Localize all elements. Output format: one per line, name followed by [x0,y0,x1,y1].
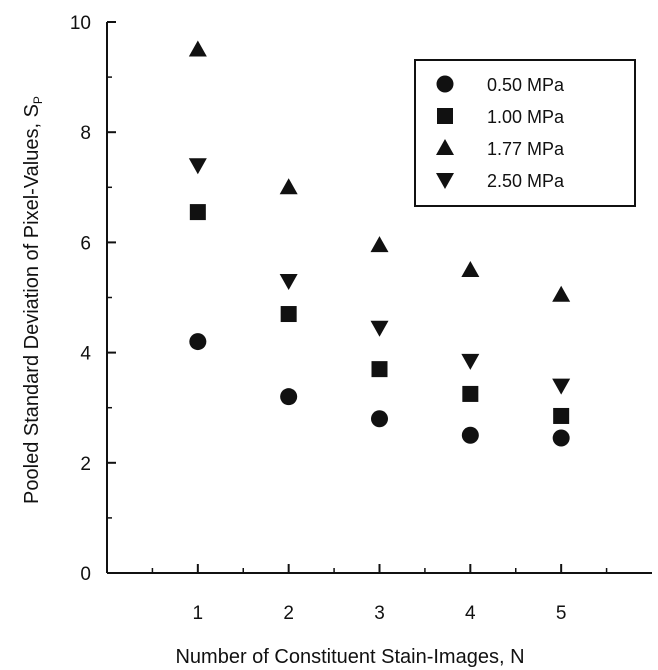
data-point-square [189,204,206,221]
series-circle [189,333,570,447]
legend-marker-triangle-up [436,139,454,155]
y-tick-label: 4 [80,344,91,365]
y-tick-label: 0 [80,564,91,585]
data-point-square [462,385,479,402]
y-tick-label: 10 [70,13,91,34]
x-tick-label: 5 [556,603,567,624]
data-point-circle [552,429,570,447]
data-point-triangle-down [370,320,389,337]
y-axis-title-subscript: P [31,96,45,104]
y-axis-title-main: Pooled Standard Deviation of Pixel-Value… [21,104,43,504]
x-tick-label: 2 [283,603,294,624]
data-point-triangle-down [461,353,480,370]
data-point-triangle-up [188,40,207,57]
legend-marker-circle [436,75,454,93]
legend: 0.50 MPa 1.00 MPa 1.77 MPa 2.50 MPa [414,59,636,207]
legend-item: 2.50 MPa [436,171,565,191]
x-axis-title: Number of Constituent Stain-Images, N [175,646,524,668]
data-point-circle [461,426,479,444]
data-point-square [553,407,570,424]
x-tick-label: 1 [193,603,204,624]
data-point-triangle-up [461,260,480,277]
data-point-square [280,306,297,323]
legend-marker-square [437,108,453,124]
data-point-circle [371,410,388,428]
data-point-triangle-up [279,178,298,195]
y-tick-label: 8 [80,123,91,144]
series-square [189,204,570,424]
series-triangle-down [188,158,571,395]
legend-item: 1.00 MPa [437,107,565,127]
data-point-triangle-down [279,273,298,290]
series-triangle-up [188,40,571,302]
legend-marker-triangle-down [436,173,454,189]
data-markers [188,40,571,447]
y-tick-label: 6 [80,233,91,254]
data-point-triangle-down [188,158,207,175]
x-tick-label: 3 [374,603,385,624]
legend-label: 1.77 MPa [487,139,565,159]
x-tick-label: 4 [465,603,476,624]
data-point-circle [189,333,207,351]
legend-label: 0.50 MPa [487,75,565,95]
data-point-triangle-down [552,378,571,395]
legend-item: 1.77 MPa [436,139,565,159]
legend-label: 1.00 MPa [487,107,565,127]
y-tick-label: 2 [80,454,91,475]
legend-label: 2.50 MPa [487,171,565,191]
y-axis-title: Pooled Standard Deviation of Pixel-Value… [21,96,45,504]
tick-marks [107,21,608,574]
legend-item: 0.50 MPa [436,75,565,95]
data-point-triangle-up [370,236,389,253]
data-point-triangle-up [552,285,571,302]
data-point-circle [280,388,298,406]
data-point-square [371,361,388,378]
